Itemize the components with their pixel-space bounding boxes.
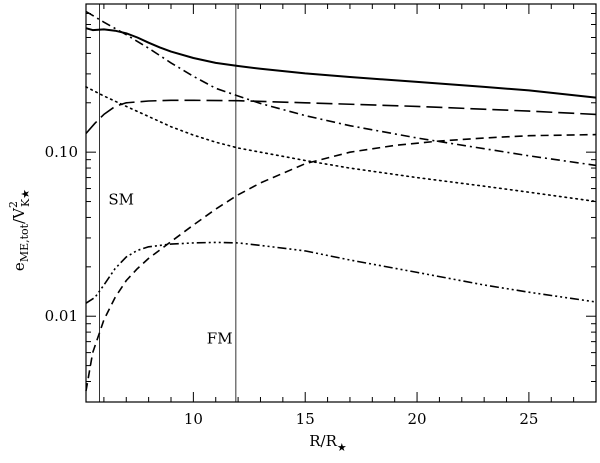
y-tick-label: 0.10	[45, 143, 78, 161]
annotations: SM FM	[108, 190, 232, 347]
x-tick-label: 20	[408, 410, 427, 428]
x-tick-label: 25	[519, 410, 538, 428]
series-line-solid	[85, 27, 597, 99]
axes-frame	[85, 3, 597, 403]
ticks: 10 15 20 25 0.01 0.10	[45, 3, 597, 428]
annotation-sm: SM	[108, 190, 134, 208]
series-line-longdash	[85, 99, 597, 135]
series-line-dashdot	[85, 10, 597, 167]
y-tick-label: 0.01	[45, 307, 78, 325]
series-group	[85, 10, 597, 392]
vertical-markers	[99, 4, 237, 402]
y-axis-label: eME,tot/V2K★	[7, 189, 32, 271]
x-tick-label: 15	[296, 410, 315, 428]
x-tick-label: 10	[184, 410, 203, 428]
series-line-dashed	[85, 133, 597, 392]
x-axis-label: R/R★	[309, 432, 347, 454]
annotation-fm: FM	[207, 330, 233, 348]
series-line-dashdotdotdot	[85, 241, 597, 304]
series-line-dotted	[85, 86, 597, 203]
plot-frame	[85, 3, 597, 403]
